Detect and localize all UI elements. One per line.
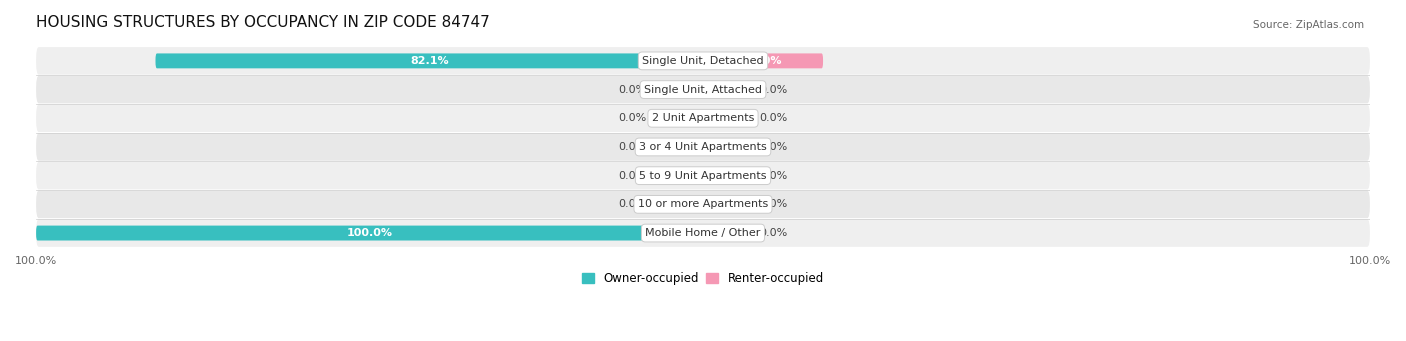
Text: 3 or 4 Unit Apartments: 3 or 4 Unit Apartments	[640, 142, 766, 152]
FancyBboxPatch shape	[37, 47, 1369, 75]
Text: HOUSING STRUCTURES BY OCCUPANCY IN ZIP CODE 84747: HOUSING STRUCTURES BY OCCUPANCY IN ZIP C…	[37, 15, 489, 30]
FancyBboxPatch shape	[703, 139, 749, 154]
FancyBboxPatch shape	[37, 226, 703, 240]
FancyBboxPatch shape	[703, 54, 823, 68]
Text: Single Unit, Detached: Single Unit, Detached	[643, 56, 763, 66]
FancyBboxPatch shape	[37, 104, 1369, 132]
Text: 0.0%: 0.0%	[759, 170, 787, 181]
Text: 0.0%: 0.0%	[759, 142, 787, 152]
FancyBboxPatch shape	[657, 82, 703, 97]
FancyBboxPatch shape	[657, 111, 703, 126]
Text: 0.0%: 0.0%	[619, 142, 647, 152]
Text: 82.1%: 82.1%	[411, 56, 449, 66]
Text: 2 Unit Apartments: 2 Unit Apartments	[652, 113, 754, 123]
FancyBboxPatch shape	[37, 76, 1369, 103]
FancyBboxPatch shape	[37, 219, 1369, 247]
Text: 0.0%: 0.0%	[619, 85, 647, 94]
FancyBboxPatch shape	[37, 191, 1369, 218]
FancyBboxPatch shape	[703, 111, 749, 126]
Text: 18.0%: 18.0%	[744, 56, 782, 66]
Text: Source: ZipAtlas.com: Source: ZipAtlas.com	[1253, 20, 1364, 30]
Legend: Owner-occupied, Renter-occupied: Owner-occupied, Renter-occupied	[578, 267, 828, 290]
FancyBboxPatch shape	[156, 54, 703, 68]
Text: 0.0%: 0.0%	[759, 85, 787, 94]
FancyBboxPatch shape	[37, 162, 1369, 190]
FancyBboxPatch shape	[703, 168, 749, 183]
FancyBboxPatch shape	[703, 226, 749, 240]
FancyBboxPatch shape	[657, 168, 703, 183]
Text: 0.0%: 0.0%	[759, 113, 787, 123]
FancyBboxPatch shape	[703, 197, 749, 212]
Text: 100.0%: 100.0%	[346, 228, 392, 238]
Text: 0.0%: 0.0%	[759, 228, 787, 238]
Text: 0.0%: 0.0%	[619, 199, 647, 209]
Text: Single Unit, Attached: Single Unit, Attached	[644, 85, 762, 94]
FancyBboxPatch shape	[37, 133, 1369, 161]
FancyBboxPatch shape	[657, 139, 703, 154]
Text: 10 or more Apartments: 10 or more Apartments	[638, 199, 768, 209]
Text: Mobile Home / Other: Mobile Home / Other	[645, 228, 761, 238]
Text: 0.0%: 0.0%	[619, 113, 647, 123]
FancyBboxPatch shape	[703, 82, 749, 97]
Text: 0.0%: 0.0%	[619, 170, 647, 181]
Text: 5 to 9 Unit Apartments: 5 to 9 Unit Apartments	[640, 170, 766, 181]
Text: 0.0%: 0.0%	[759, 199, 787, 209]
FancyBboxPatch shape	[657, 197, 703, 212]
